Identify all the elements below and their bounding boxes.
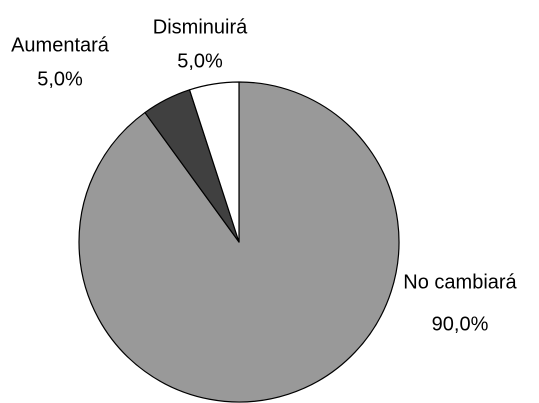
slice-label: Aumentará — [11, 34, 110, 56]
slice-label: No cambiará — [403, 271, 517, 293]
slice-value-label: 90,0% — [432, 313, 489, 335]
slice-value-label: 5,0% — [177, 50, 223, 72]
pie-slice — [188, 81, 240, 243]
slice-value-label: 5,0% — [37, 68, 83, 90]
slice-label: Disminuirá — [153, 16, 248, 38]
